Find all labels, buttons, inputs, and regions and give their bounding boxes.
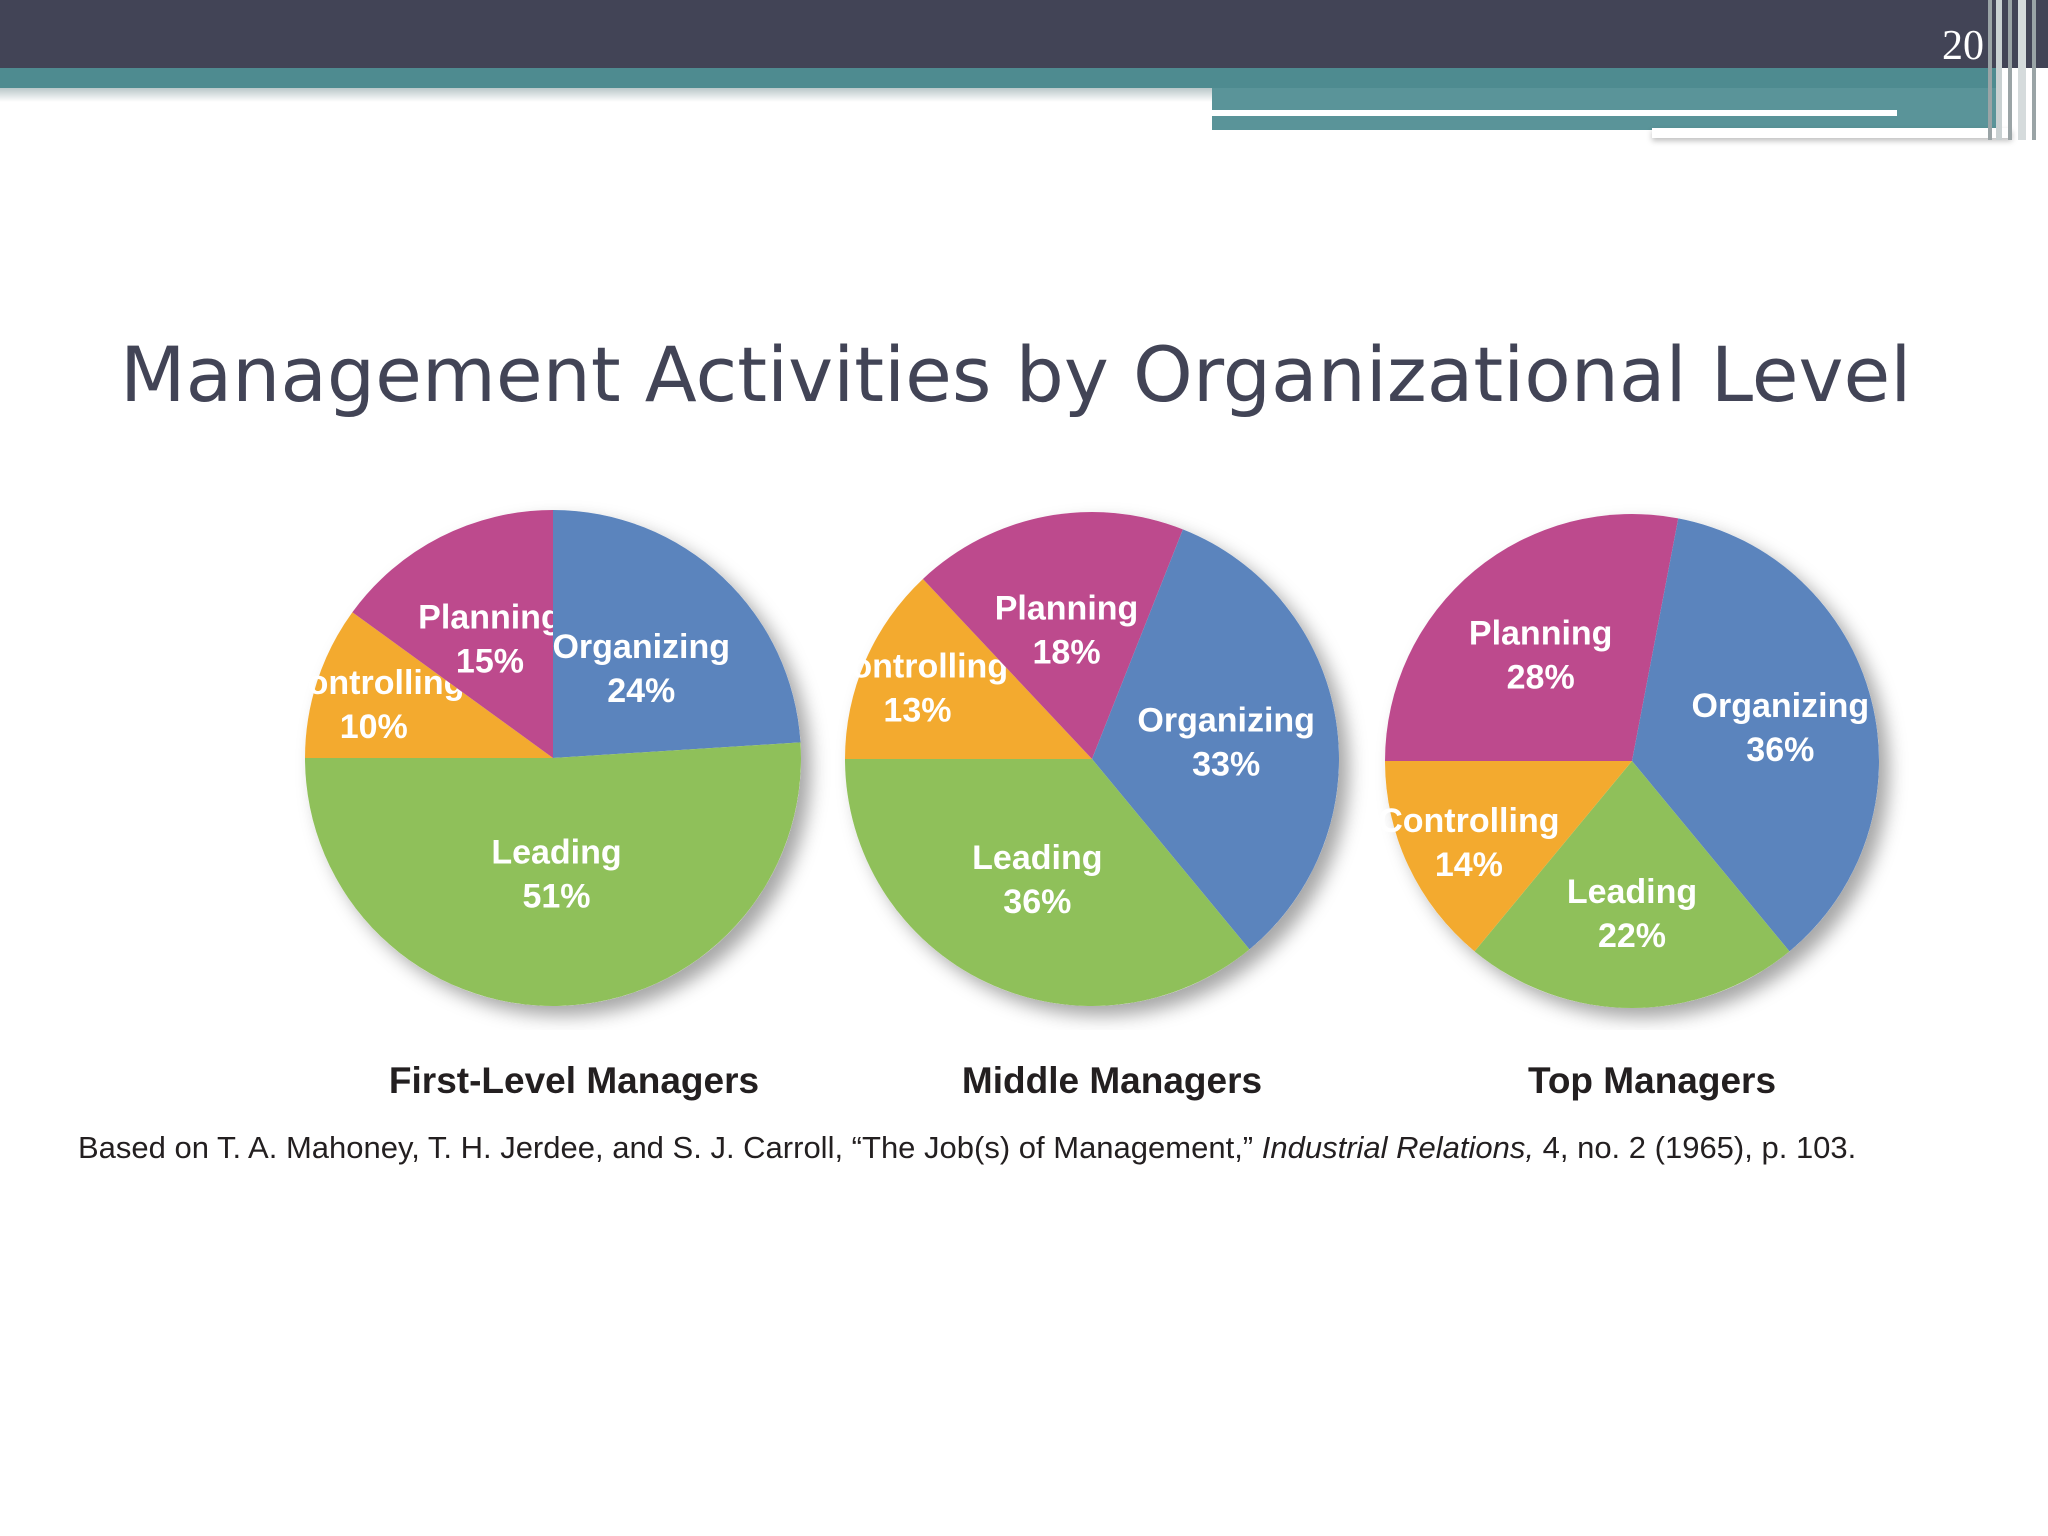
slice-controlling bbox=[1385, 761, 1632, 952]
decor-bar bbox=[1988, 0, 1992, 140]
source-journal: Industrial Relations, bbox=[1261, 1130, 1534, 1165]
slice-controlling bbox=[845, 578, 1092, 759]
slice-controlling bbox=[305, 612, 553, 758]
slice-organizing bbox=[1632, 518, 1880, 952]
slice-label-planning: Planning bbox=[995, 590, 1139, 628]
slide-number: 20 bbox=[1942, 23, 1984, 69]
slice-value-controlling: 14% bbox=[1435, 846, 1503, 884]
slice-planning bbox=[352, 510, 553, 758]
slice-value-leading: 36% bbox=[1003, 883, 1071, 921]
slice-value-organizing: 24% bbox=[607, 672, 675, 710]
slice-label-planning: Planning bbox=[1469, 615, 1613, 653]
slice-label-organizing: Organizing bbox=[552, 628, 730, 666]
pie-title-first-level: First-Level Managers bbox=[388, 1060, 760, 1101]
decor-bar bbox=[2008, 0, 2012, 140]
header-rule-lower bbox=[1652, 128, 2012, 138]
slice-leading bbox=[305, 742, 802, 1007]
slice-value-organizing: 36% bbox=[1746, 731, 1814, 769]
slice-value-controlling: 10% bbox=[340, 708, 408, 746]
header-accent-block bbox=[1212, 88, 2002, 130]
pie-title-middle: Middle Managers bbox=[961, 1060, 1263, 1101]
slice-leading bbox=[845, 759, 1250, 1007]
pie-3: Planning 28% Organizing 36% Leading 22% Contro… bbox=[1378, 514, 1880, 1009]
slice-label-leading: Leading bbox=[491, 834, 621, 872]
slice-organizing bbox=[553, 510, 801, 758]
slice-value-controlling: 13% bbox=[883, 691, 951, 729]
decor-bar bbox=[2018, 0, 2026, 140]
pie-title-top: Top Managers bbox=[1527, 1060, 1777, 1101]
header-rule bbox=[1212, 110, 1897, 116]
slice-label-leading: Leading bbox=[1567, 873, 1697, 911]
header-accent-band bbox=[0, 68, 2000, 88]
header-bar bbox=[0, 0, 2048, 68]
slice-value-leading: 51% bbox=[522, 878, 590, 916]
slice-label-leading: Leading bbox=[972, 839, 1102, 877]
slice-label-planning: Planning bbox=[418, 598, 562, 636]
slice-value-planning: 28% bbox=[1507, 659, 1575, 697]
slice-value-leading: 22% bbox=[1598, 917, 1666, 955]
pie-2: Controlling 13% Planning 18% Organizing 33% Le… bbox=[827, 512, 1340, 1007]
slice-planning bbox=[1385, 514, 1679, 761]
slice-value-planning: 18% bbox=[1033, 634, 1101, 672]
slice-value-organizing: 33% bbox=[1192, 746, 1260, 784]
source-text-end: 4, no. 2 (1965), p. 103. bbox=[1534, 1130, 1857, 1165]
slice-label-organizing: Organizing bbox=[1137, 702, 1315, 740]
decor-bar bbox=[2032, 0, 2036, 140]
slice-label-controlling: Controlling bbox=[1378, 802, 1559, 840]
slice-value-planning: 15% bbox=[456, 642, 524, 680]
slice-label-controlling: Controlling bbox=[827, 647, 1008, 685]
slide-title: Management Activities by Organizational … bbox=[120, 330, 1912, 419]
slice-organizing bbox=[1092, 529, 1340, 950]
source-citation: Based on T. A. Mahoney, T. H. Jerdee, an… bbox=[78, 1130, 1856, 1166]
source-text: Based on T. A. Mahoney, T. H. Jerdee, an… bbox=[78, 1130, 1262, 1165]
slice-leading bbox=[1474, 761, 1790, 1009]
decor-bar bbox=[1996, 0, 2002, 140]
header-shadow bbox=[0, 88, 1212, 102]
pie-charts: Controlling 10% Planning 15% Organizing 24% Le… bbox=[283, 510, 1880, 1009]
slice-label-organizing: Organizing bbox=[1692, 687, 1870, 725]
slice-planning bbox=[922, 512, 1183, 759]
